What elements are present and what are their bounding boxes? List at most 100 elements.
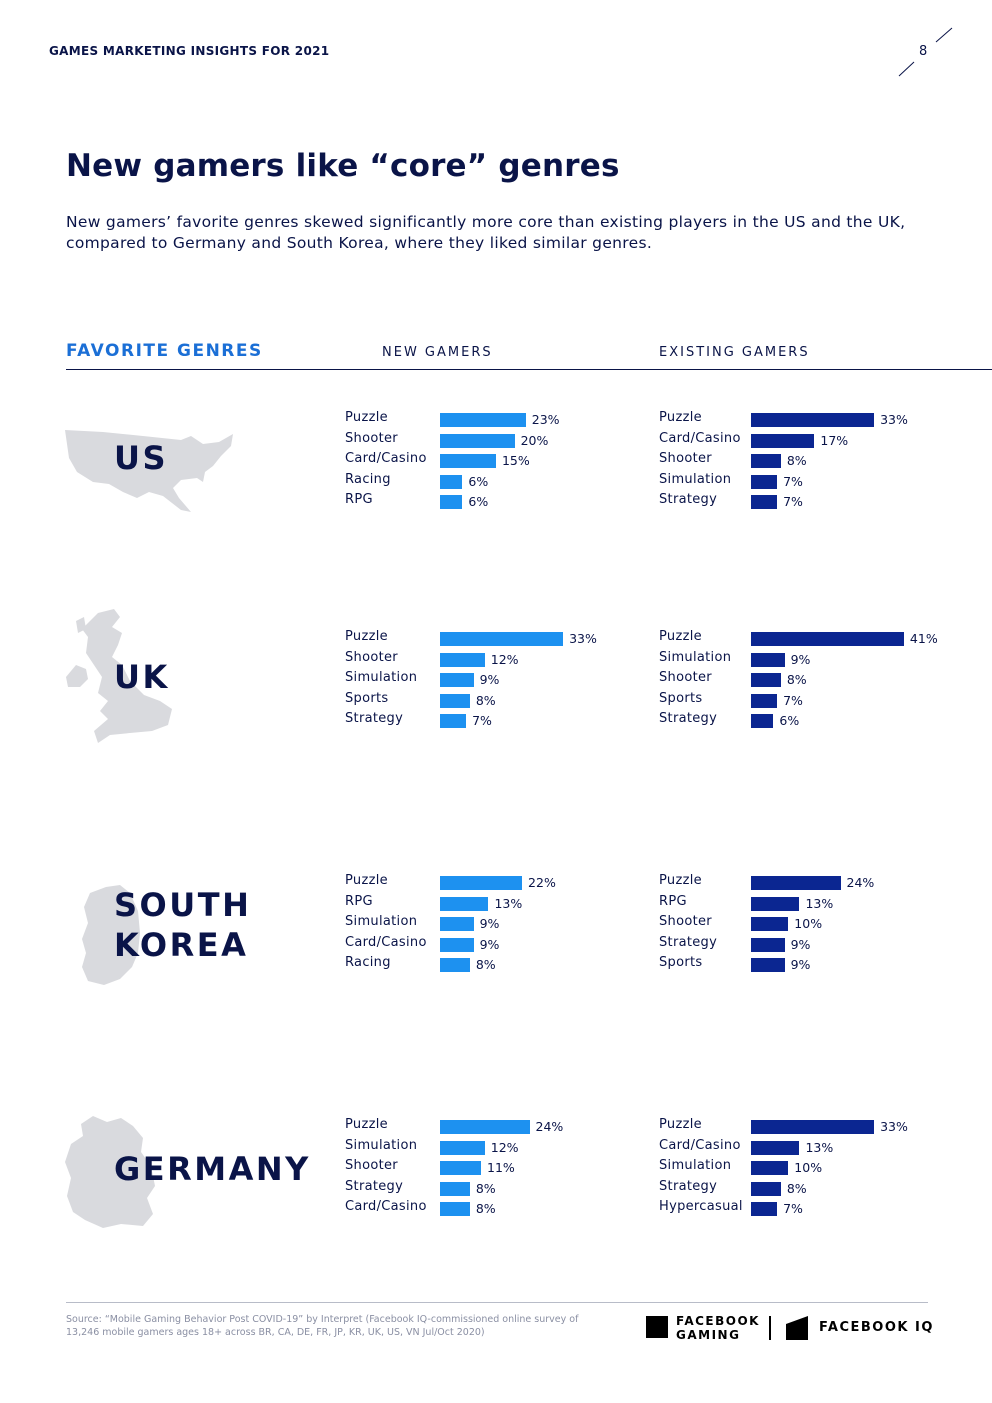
page-subtitle: New gamers’ favorite genres skewed signi… bbox=[66, 213, 906, 252]
bar-category-label: Hypercasual bbox=[659, 1199, 743, 1215]
bar-category-label: Puzzle bbox=[659, 629, 702, 644]
bar-category-label: Shooter bbox=[659, 914, 712, 930]
bar-category-label: Shooter bbox=[345, 1158, 398, 1174]
bar-value-label: 12% bbox=[490, 651, 519, 667]
bar-row: RPG 13% bbox=[659, 894, 989, 914]
bar-category-label: Puzzle bbox=[345, 873, 388, 888]
bar-category-label: Card/Casino bbox=[659, 430, 741, 446]
bar-row: Card/Casino 8% bbox=[345, 1199, 675, 1219]
bar-value-label: 33% bbox=[880, 412, 908, 427]
country-name-germany: GERMANY bbox=[114, 1149, 311, 1189]
bar-category-label: RPG bbox=[659, 893, 687, 909]
us-map-icon bbox=[65, 430, 233, 512]
bar-category-label: Simulation bbox=[659, 471, 732, 487]
bar-category-label: Strategy bbox=[345, 711, 404, 727]
bar-category-label: Simulation bbox=[345, 1137, 418, 1153]
bar-row: Puzzle 22% bbox=[345, 873, 675, 893]
bar bbox=[751, 1181, 781, 1196]
footer-rule bbox=[66, 1302, 928, 1303]
bar bbox=[751, 632, 904, 646]
bar-category-label: Simulation bbox=[345, 914, 418, 930]
existing-gamers-heading: EXISTING GAMERS bbox=[659, 345, 810, 360]
panel-south-korea-existing: Puzzle 24% RPG 13% Shooter 10% Strategy 9% Sport… bbox=[659, 873, 989, 993]
country-name-line: GERMANY bbox=[114, 1150, 311, 1188]
panel-uk-existing: Puzzle 41% Simulation 9% Shooter 8% Sports 7% St… bbox=[659, 629, 989, 749]
bar-value-label: 9% bbox=[790, 957, 811, 973]
bar bbox=[751, 1202, 778, 1217]
bar-row: Hypercasual 7% bbox=[659, 1199, 989, 1219]
bar-category-label: RPG bbox=[345, 893, 373, 909]
bar-value-label: 7% bbox=[783, 473, 803, 489]
page-corner-lines bbox=[898, 27, 953, 77]
bar-value-label: 6% bbox=[779, 713, 800, 729]
bar-row: Card/Casino 17% bbox=[659, 431, 989, 451]
panel-south-korea-new: Puzzle 22% RPG 13% Simulation 9% Card/Casino 9%… bbox=[345, 873, 675, 993]
bar bbox=[440, 714, 467, 729]
facebook-iq-shape-icon bbox=[786, 1316, 808, 1340]
bar-category-label: Card/Casino bbox=[659, 1137, 741, 1153]
bar-value-label: 8% bbox=[475, 1201, 496, 1217]
bar-value-label: 7% bbox=[783, 1201, 803, 1217]
bar bbox=[440, 917, 474, 932]
country-name-south-korea: SOUTH KOREA bbox=[114, 885, 251, 965]
bar-row: Simulation 12% bbox=[345, 1138, 675, 1158]
facebook-gaming-logo: FACEBOOK GAMING bbox=[646, 1314, 758, 1344]
source-note: Source: “Mobile Gaming Behavior Post COV… bbox=[66, 1314, 579, 1338]
bar bbox=[440, 896, 489, 911]
bar-row: Sports 7% bbox=[659, 691, 989, 711]
bar-category-label: Puzzle bbox=[659, 1117, 702, 1132]
country-section-us: US Puzzle 23% Shooter 20% Card/Casino 15% Raci… bbox=[0, 410, 992, 610]
facebook-gaming-square-icon bbox=[646, 1316, 668, 1338]
bar-row: Strategy 6% bbox=[659, 711, 989, 731]
country-section-south-korea: SOUTH KOREA Puzzle 22% RPG 13% Simulation 9% C… bbox=[0, 873, 992, 1073]
bar-value-label: 13% bbox=[805, 895, 834, 911]
bar-category-label: Strategy bbox=[345, 1178, 404, 1194]
bar bbox=[751, 495, 778, 510]
bar-value-label: 9% bbox=[790, 651, 811, 667]
bar-category-label: Racing bbox=[345, 955, 391, 971]
bar-category-label: Shooter bbox=[659, 670, 712, 686]
country-section-uk: UK Puzzle 33% Shooter 12% Simulation 9% Sports… bbox=[0, 609, 992, 829]
header-rule bbox=[66, 369, 992, 370]
bar bbox=[440, 937, 474, 952]
bar-value-label: 13% bbox=[494, 895, 523, 911]
panel-us-new: Puzzle 23% Shooter 20% Card/Casino 15% Racing 6… bbox=[345, 410, 675, 530]
bar-category-label: Shooter bbox=[345, 430, 398, 446]
bar-category-label: Puzzle bbox=[659, 873, 702, 888]
bar-value-label: 8% bbox=[786, 453, 807, 469]
bar-category-label: Shooter bbox=[345, 649, 398, 665]
logo-divider bbox=[769, 1316, 771, 1340]
bar-row: Strategy 8% bbox=[345, 1179, 675, 1199]
bar-value-label: 8% bbox=[475, 957, 496, 973]
bar bbox=[751, 454, 781, 469]
bar bbox=[751, 433, 815, 448]
bar-row: RPG 13% bbox=[345, 894, 675, 914]
bar bbox=[751, 413, 875, 427]
south-korea-map-icon bbox=[82, 885, 140, 985]
bar bbox=[751, 896, 800, 911]
country-name-line: SOUTH bbox=[114, 886, 252, 924]
bar-row: Simulation 9% bbox=[345, 670, 675, 690]
bar bbox=[440, 454, 496, 469]
bar-row: Simulation 9% bbox=[659, 650, 989, 670]
bar-value-label: 9% bbox=[790, 936, 811, 952]
bar-category-label: Puzzle bbox=[345, 410, 388, 425]
bar-row: Shooter 12% bbox=[345, 650, 675, 670]
bar-row: Strategy 9% bbox=[659, 935, 989, 955]
bar-row: Simulation 10% bbox=[659, 1158, 989, 1178]
bar-value-label: 6% bbox=[468, 473, 489, 489]
bar bbox=[751, 1120, 875, 1134]
bar bbox=[440, 673, 474, 688]
new-gamers-heading: NEW GAMERS bbox=[382, 345, 493, 360]
bar-value-label: 41% bbox=[909, 631, 938, 646]
bar-row: Strategy 7% bbox=[345, 711, 675, 731]
country-name-line: UK bbox=[114, 658, 170, 696]
bar-row: RPG 6% bbox=[345, 492, 675, 512]
bar bbox=[440, 413, 526, 427]
bar-value-label: 24% bbox=[846, 875, 875, 890]
bar-row: Card/Casino 9% bbox=[345, 935, 675, 955]
bar-value-label: 10% bbox=[794, 1160, 823, 1176]
bar-row: Puzzle 24% bbox=[345, 1117, 675, 1137]
bar-row: Simulation 9% bbox=[345, 914, 675, 934]
bar bbox=[440, 1140, 485, 1155]
